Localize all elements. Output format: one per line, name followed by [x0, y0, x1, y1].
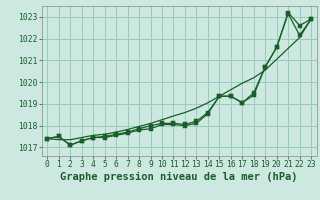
X-axis label: Graphe pression niveau de la mer (hPa): Graphe pression niveau de la mer (hPa) — [60, 172, 298, 182]
